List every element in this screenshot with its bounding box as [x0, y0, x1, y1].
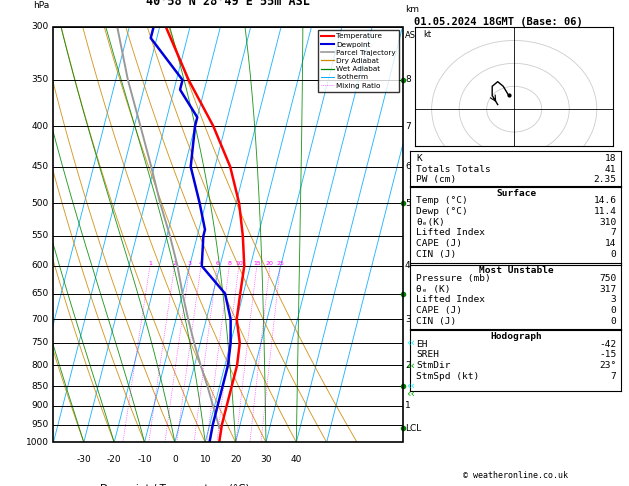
Text: -20: -20 [107, 455, 121, 464]
Text: 41: 41 [605, 165, 616, 174]
Text: 500: 500 [31, 199, 49, 208]
Text: 7: 7 [611, 372, 616, 381]
Text: Most Unstable: Most Unstable [479, 266, 554, 276]
Text: 40°58’N 28°49’E 55m ASL: 40°58’N 28°49’E 55m ASL [146, 0, 310, 8]
Text: 2: 2 [172, 261, 177, 266]
Text: ‹‹: ‹‹ [406, 381, 415, 391]
Text: 8: 8 [405, 75, 411, 85]
Text: 01.05.2024 18GMT (Base: 06): 01.05.2024 18GMT (Base: 06) [414, 17, 582, 27]
Text: -30: -30 [77, 455, 91, 464]
Text: 10: 10 [199, 455, 211, 464]
Text: 700: 700 [31, 314, 49, 324]
Text: -10: -10 [137, 455, 152, 464]
Text: 317: 317 [599, 285, 616, 294]
Text: 4: 4 [405, 261, 411, 270]
Text: 750: 750 [599, 274, 616, 283]
Text: 8: 8 [227, 261, 231, 266]
Text: SREH: SREH [416, 350, 440, 360]
Text: Surface: Surface [496, 189, 537, 198]
Text: θₑ (K): θₑ (K) [416, 285, 451, 294]
Text: ‹‹: ‹‹ [406, 338, 415, 348]
Text: 40: 40 [291, 455, 302, 464]
Text: 350: 350 [31, 75, 49, 85]
Text: 1000: 1000 [26, 438, 49, 447]
Text: 6: 6 [405, 162, 411, 171]
Text: CIN (J): CIN (J) [416, 317, 457, 326]
Text: 6: 6 [215, 261, 220, 266]
Text: Lifted Index: Lifted Index [416, 228, 486, 238]
Text: 800: 800 [31, 361, 49, 370]
Text: 5: 5 [405, 199, 411, 208]
Text: 750: 750 [31, 338, 49, 347]
Text: 2: 2 [405, 361, 411, 370]
Text: 1: 1 [405, 401, 411, 410]
Text: K: K [416, 154, 422, 163]
Text: Totals Totals: Totals Totals [416, 165, 491, 174]
Text: EH: EH [416, 340, 428, 349]
Text: θₑ(K): θₑ(K) [416, 218, 445, 227]
Text: 20: 20 [230, 455, 242, 464]
Text: CAPE (J): CAPE (J) [416, 306, 462, 315]
Text: -15: -15 [599, 350, 616, 360]
Text: 4: 4 [199, 261, 203, 266]
Text: 950: 950 [31, 420, 49, 429]
Text: 310: 310 [599, 218, 616, 227]
Text: 0: 0 [611, 306, 616, 315]
Text: 300: 300 [31, 22, 49, 31]
Text: 0: 0 [611, 317, 616, 326]
Legend: Temperature, Dewpoint, Parcel Trajectory, Dry Adiabat, Wet Adiabat, Isotherm, Mi: Temperature, Dewpoint, Parcel Trajectory… [318, 30, 399, 91]
Text: 400: 400 [32, 122, 49, 131]
Text: 0: 0 [172, 455, 178, 464]
Text: ‹‹: ‹‹ [406, 389, 415, 399]
Text: © weatheronline.co.uk: © weatheronline.co.uk [464, 471, 568, 480]
Text: 550: 550 [31, 231, 49, 241]
Text: 3: 3 [405, 314, 411, 324]
Text: -42: -42 [599, 340, 616, 349]
Text: 900: 900 [31, 401, 49, 410]
Text: ASL: ASL [405, 31, 421, 40]
Text: 15: 15 [253, 261, 260, 266]
Text: 11.4: 11.4 [593, 207, 616, 216]
Text: 23°: 23° [599, 361, 616, 370]
Text: 7: 7 [405, 122, 411, 131]
Text: km: km [405, 5, 419, 14]
Text: 20: 20 [266, 261, 274, 266]
Text: 0: 0 [611, 250, 616, 259]
Text: hPa: hPa [33, 1, 49, 10]
Text: CIN (J): CIN (J) [416, 250, 457, 259]
Text: Dewp (°C): Dewp (°C) [416, 207, 468, 216]
Text: Dewpoint / Temperature (°C): Dewpoint / Temperature (°C) [100, 484, 250, 486]
Text: 14.6: 14.6 [593, 196, 616, 206]
Text: Temp (°C): Temp (°C) [416, 196, 468, 206]
Text: PW (cm): PW (cm) [416, 175, 457, 185]
Text: 3: 3 [611, 295, 616, 305]
Text: ‹‹: ‹‹ [406, 360, 415, 370]
Text: 14: 14 [605, 239, 616, 248]
Text: 650: 650 [31, 289, 49, 298]
Text: 450: 450 [32, 162, 49, 171]
Text: CAPE (J): CAPE (J) [416, 239, 462, 248]
Text: 1: 1 [148, 261, 152, 266]
Text: 10: 10 [235, 261, 243, 266]
Text: kt: kt [423, 30, 431, 39]
Text: 18: 18 [605, 154, 616, 163]
Text: StmSpd (kt): StmSpd (kt) [416, 372, 480, 381]
Text: 2.35: 2.35 [593, 175, 616, 185]
Text: 25: 25 [276, 261, 284, 266]
Text: 30: 30 [260, 455, 272, 464]
Text: Hodograph: Hodograph [491, 332, 542, 341]
Text: 7: 7 [611, 228, 616, 238]
Text: StmDir: StmDir [416, 361, 451, 370]
Text: 600: 600 [31, 261, 49, 270]
Text: LCL: LCL [405, 424, 421, 433]
Text: Pressure (mb): Pressure (mb) [416, 274, 491, 283]
Text: 3: 3 [188, 261, 192, 266]
Text: 850: 850 [31, 382, 49, 391]
Text: Lifted Index: Lifted Index [416, 295, 486, 305]
